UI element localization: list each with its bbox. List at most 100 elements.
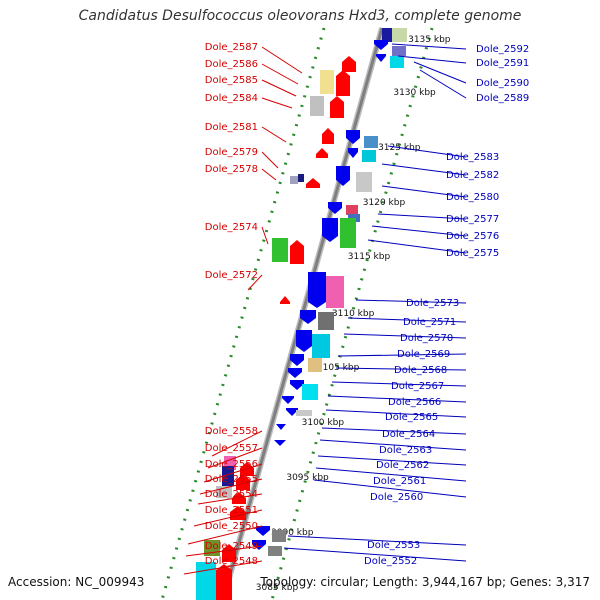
left-gene-label[interactable]: Dole_2578 [205,164,258,175]
gene-arrow [290,380,304,390]
left-gene-label[interactable]: Dole_2551 [205,505,258,516]
right-gene-connector [313,479,467,498]
right-gene-label[interactable]: Dole_2562 [376,460,429,471]
right-gene-connector [387,145,467,158]
gene-block [308,358,322,372]
gene-arrow [376,54,386,62]
gene-arrow [222,544,236,562]
scale-label: 3120 kbp [363,198,406,208]
gene-block [272,238,288,262]
right-gene-label[interactable]: Dole_2590 [476,78,529,89]
left-gene-label[interactable]: Dole_2558 [205,426,258,437]
gene-arrow [300,310,316,324]
scale-label: 3100 kbp [302,418,345,428]
gene-arrow [282,396,294,404]
left-gene-label[interactable]: Dole_2587 [205,42,258,53]
right-gene-label[interactable]: Dole_2552 [364,556,417,567]
right-gene-label[interactable]: Dole_2564 [382,429,435,440]
gene-arrow [274,440,286,446]
left-gene-label-layer: Dole_2587 Dole_2586 Dole_2585 Dole_2584 Dole… [205,42,258,567]
gene-arrow [330,96,344,118]
left-gene-label[interactable]: Dole_2585 [205,75,258,86]
gene-block [364,136,378,148]
right-gene-label[interactable]: Dole_2570 [400,333,453,344]
right-gene-label[interactable]: Dole_2569 [397,349,450,360]
right-gene-label[interactable]: Dole_2573 [406,298,459,309]
gene-block [272,530,286,542]
right-gene-label[interactable]: Dole_2566 [388,397,441,408]
left-gene-connector [193,509,263,527]
gene-arrow [342,56,356,72]
right-gene-connector [283,547,467,562]
gene-block [391,28,407,42]
left-gene-connector [261,63,299,85]
left-gene-label[interactable]: Dole_2549 [205,541,258,552]
left-gene-label[interactable]: Dole_2550 [205,521,258,532]
right-gene-connector [317,455,467,466]
gene-arrow [322,218,338,242]
scale-label: 3130 kbp [393,88,436,98]
right-gene-connector [343,333,467,339]
right-gene-connector [391,43,467,50]
left-gene-label[interactable]: Dole_2586 [205,59,258,70]
left-gene-label[interactable]: Dole_2579 [205,147,258,158]
accession-label: Accession: NC_009943 [8,575,145,589]
right-gene-connector [371,225,467,237]
left-gene-label[interactable]: Dole_2557 [205,443,258,454]
right-gene-label[interactable]: Dole_2575 [446,248,499,259]
gene-arrow [296,330,312,352]
right-gene-label[interactable]: Dole_2567 [391,381,444,392]
left-gene-connector [261,46,303,74]
gene-block [196,562,216,600]
gene-arrow [346,130,360,144]
right-gene-label[interactable]: Dole_2565 [385,412,438,423]
gene-block [290,176,298,184]
right-gene-label[interactable]: Dole_2589 [476,93,529,104]
scale-label: 3085 kbp [256,583,299,593]
right-gene-label[interactable]: Dole_2582 [446,170,499,181]
left-gene-connector [203,463,263,483]
right-gene-label-layer: Dole_2592 Dole_2591 Dole_2590 Dole_2589 Dole… [364,44,529,567]
gene-block [310,96,324,116]
right-gene-connector [319,439,467,451]
right-gene-label[interactable]: Dole_2560 [370,492,423,503]
scale-label: 3110 kbp [332,309,375,319]
gene-arrow [306,178,320,188]
right-gene-label[interactable]: Dole_2563 [379,445,432,456]
right-gene-connector [377,213,467,220]
left-gene-label[interactable]: Dole_2555 [205,474,258,485]
gene-block [302,384,318,400]
right-gene-label[interactable]: Dole_2577 [446,214,499,225]
connector-layer [183,43,467,575]
gene-arrow [308,272,326,308]
left-gene-connector [187,525,263,545]
right-gene-label[interactable]: Dole_2592 [476,44,529,55]
right-gene-connector [335,367,467,371]
left-gene-connector [197,493,263,505]
gene-block [346,205,358,215]
gene-block [392,46,406,56]
left-gene-connector [199,478,263,495]
right-gene-connector [325,409,467,418]
right-gene-label[interactable]: Dole_2591 [476,58,529,69]
left-gene-label[interactable]: Dole_2581 [205,122,258,133]
left-gene-label[interactable]: Dole_2548 [205,556,258,567]
left-gene-label[interactable]: Dole_2572 [205,270,258,281]
right-gene-label[interactable]: Dole_2576 [446,231,499,242]
right-gene-label[interactable]: Dole_2561 [373,476,426,487]
right-gene-label[interactable]: Dole_2571 [403,317,456,328]
gene-arrow [336,166,350,186]
gene-block [356,172,372,192]
gene-arrow [276,424,286,430]
left-gene-label[interactable]: Dole_2574 [205,222,258,233]
left-gene-label[interactable]: Dole_2554 [205,489,258,500]
left-gene-label[interactable]: Dole_2556 [205,459,258,470]
right-gene-label[interactable]: Dole_2580 [446,192,499,203]
right-gene-label[interactable]: Dole_2568 [394,365,447,376]
left-gene-connector [183,560,263,575]
right-gene-label[interactable]: Dole_2553 [367,540,420,551]
right-gene-label[interactable]: Dole_2583 [446,152,499,163]
left-gene-label[interactable]: Dole_2584 [205,93,258,104]
